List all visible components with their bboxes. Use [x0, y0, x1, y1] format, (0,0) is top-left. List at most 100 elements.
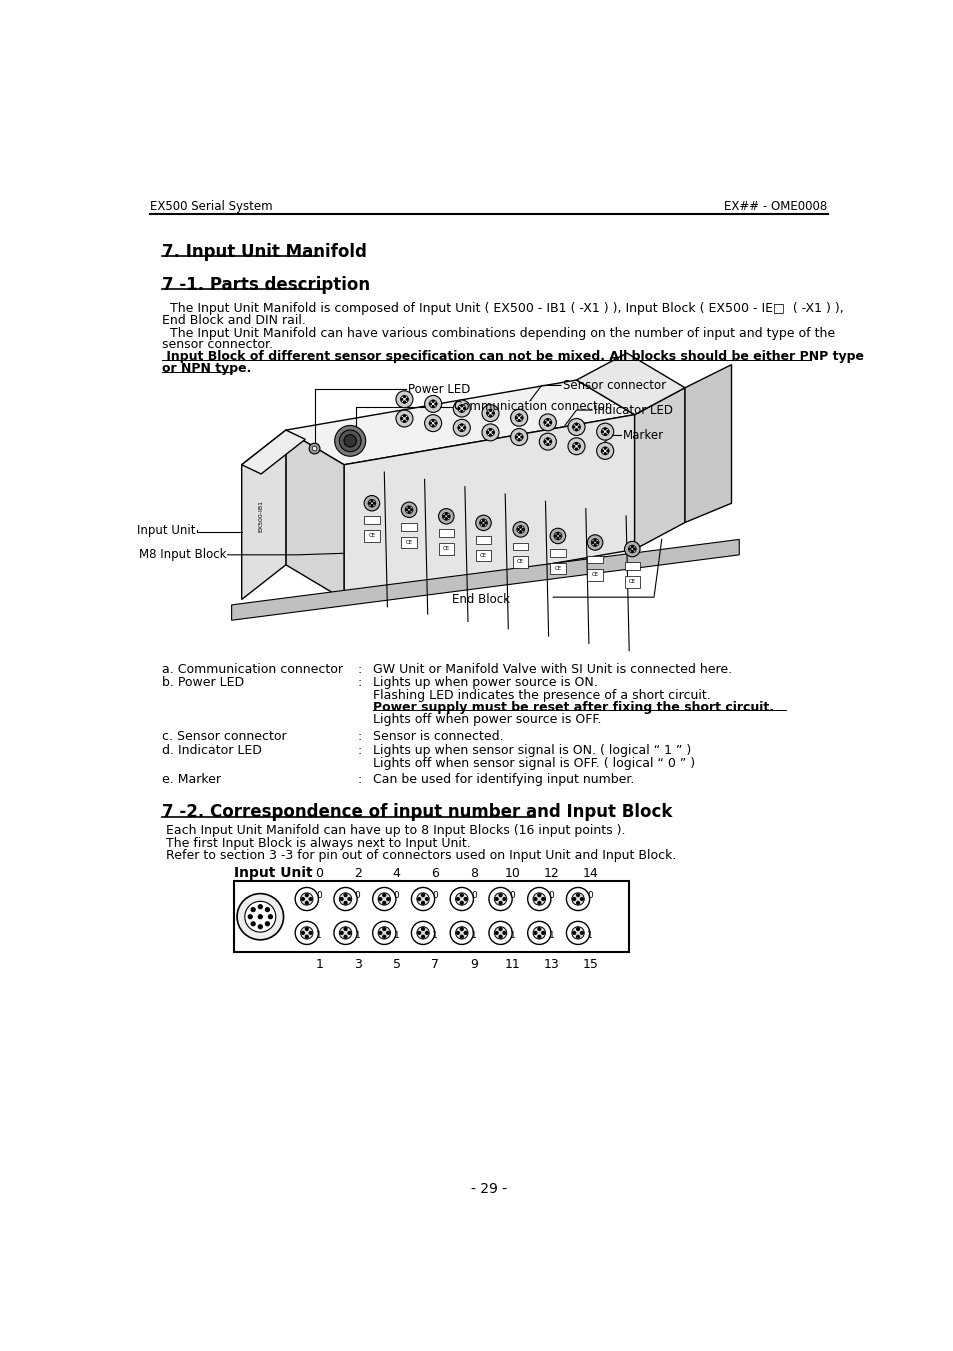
Circle shape [460, 424, 462, 426]
Circle shape [371, 500, 373, 501]
Circle shape [492, 412, 494, 413]
Polygon shape [438, 530, 454, 538]
Circle shape [258, 915, 262, 919]
Circle shape [603, 447, 605, 449]
Circle shape [344, 935, 347, 938]
Circle shape [517, 415, 519, 416]
Circle shape [576, 901, 578, 904]
Circle shape [578, 446, 579, 447]
Text: a. Communication connector: a. Communication connector [162, 662, 342, 676]
Circle shape [450, 888, 473, 911]
Circle shape [460, 430, 462, 431]
Circle shape [457, 405, 465, 412]
Circle shape [344, 894, 347, 897]
Circle shape [527, 921, 550, 944]
Circle shape [416, 927, 429, 939]
Circle shape [479, 519, 487, 527]
Polygon shape [624, 562, 639, 570]
Circle shape [481, 424, 498, 440]
Bar [233, 881, 629, 952]
Text: 13: 13 [543, 958, 559, 971]
Circle shape [515, 417, 517, 419]
Text: 1: 1 [471, 931, 476, 940]
Text: 11: 11 [504, 958, 520, 971]
Text: End Block: End Block [452, 593, 510, 607]
Text: Lights off when sensor signal is OFF. ( logical “ 0 ” ): Lights off when sensor signal is OFF. ( … [373, 757, 695, 770]
Polygon shape [550, 563, 565, 574]
Circle shape [601, 431, 602, 432]
Text: 0: 0 [509, 890, 515, 900]
Circle shape [460, 935, 463, 938]
Circle shape [456, 893, 468, 905]
Circle shape [631, 550, 633, 553]
Circle shape [406, 417, 408, 419]
Circle shape [498, 901, 501, 904]
Circle shape [534, 897, 537, 900]
Circle shape [236, 893, 283, 940]
Circle shape [527, 888, 550, 911]
Circle shape [519, 526, 521, 528]
Circle shape [403, 415, 405, 416]
Circle shape [417, 897, 420, 900]
Circle shape [460, 928, 463, 931]
Circle shape [429, 423, 431, 424]
Text: GW Unit or Manifold Valve with SI Unit is connected here.: GW Unit or Manifold Valve with SI Unit i… [373, 662, 732, 676]
Circle shape [348, 897, 351, 900]
Circle shape [486, 431, 488, 434]
Circle shape [377, 893, 390, 905]
Text: 1: 1 [394, 931, 399, 940]
Circle shape [486, 409, 494, 417]
Polygon shape [344, 415, 634, 600]
Circle shape [567, 438, 584, 455]
Circle shape [566, 921, 589, 944]
Circle shape [460, 901, 463, 904]
Circle shape [546, 419, 548, 420]
Text: End Block and DIN rail.: End Block and DIN rail. [162, 313, 305, 327]
Circle shape [628, 549, 630, 550]
Circle shape [550, 528, 565, 543]
Circle shape [457, 427, 459, 428]
Circle shape [445, 513, 447, 515]
Circle shape [601, 450, 602, 451]
Circle shape [258, 905, 262, 909]
Circle shape [580, 931, 582, 935]
Circle shape [488, 888, 512, 911]
Text: 0: 0 [314, 867, 323, 881]
Circle shape [339, 927, 352, 939]
Circle shape [429, 419, 436, 427]
Polygon shape [513, 543, 528, 550]
Text: 14: 14 [582, 867, 598, 881]
Circle shape [305, 935, 308, 938]
Circle shape [575, 443, 577, 444]
Circle shape [251, 921, 254, 925]
Circle shape [572, 426, 574, 428]
Circle shape [517, 420, 519, 422]
Circle shape [425, 931, 428, 935]
Text: or NPN type.: or NPN type. [162, 362, 251, 374]
Circle shape [572, 446, 574, 447]
Polygon shape [401, 523, 416, 531]
Circle shape [494, 893, 506, 905]
Circle shape [411, 921, 435, 944]
Polygon shape [587, 570, 602, 581]
Circle shape [517, 528, 518, 531]
Polygon shape [232, 539, 739, 620]
Circle shape [457, 408, 459, 409]
Circle shape [340, 931, 343, 935]
Circle shape [403, 401, 405, 403]
Text: 7 -2. Correspondence of input number and Input Block: 7 -2. Correspondence of input number and… [162, 802, 672, 821]
Circle shape [334, 921, 356, 944]
Text: :: : [357, 677, 362, 689]
Circle shape [294, 888, 318, 911]
Polygon shape [684, 365, 731, 523]
Circle shape [606, 450, 608, 451]
Polygon shape [241, 430, 286, 600]
Circle shape [408, 507, 410, 508]
Circle shape [498, 928, 501, 931]
Circle shape [309, 931, 312, 935]
Circle shape [543, 440, 545, 443]
Text: CE: CE [591, 573, 598, 577]
Circle shape [557, 532, 558, 535]
Text: 8: 8 [470, 867, 477, 881]
Circle shape [600, 447, 608, 455]
